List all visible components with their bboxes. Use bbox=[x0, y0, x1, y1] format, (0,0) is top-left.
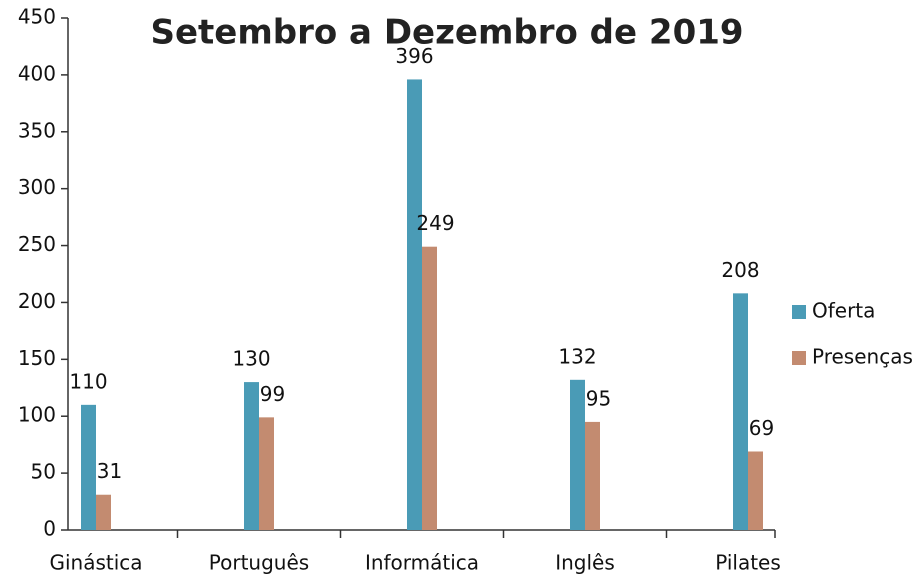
bar bbox=[81, 404, 96, 530]
data-label: 99 bbox=[260, 382, 285, 406]
data-label: 249 bbox=[416, 211, 454, 235]
y-tick-label: 350 bbox=[18, 118, 56, 142]
data-label: 31 bbox=[97, 459, 122, 483]
data-label: 396 bbox=[395, 44, 433, 68]
data-label: 69 bbox=[749, 416, 774, 440]
data-label: 95 bbox=[586, 386, 611, 410]
y-tick-label: 50 bbox=[31, 460, 56, 484]
data-label: 208 bbox=[721, 258, 759, 282]
x-tick-label: Pilates bbox=[715, 551, 781, 575]
y-tick-label: 100 bbox=[18, 403, 56, 427]
y-tick-label: 200 bbox=[18, 289, 56, 313]
bar bbox=[244, 382, 259, 530]
y-tick-label: 400 bbox=[18, 61, 56, 85]
y-tick-label: 250 bbox=[18, 232, 56, 256]
y-tick-label: 0 bbox=[43, 517, 56, 541]
legend-label: Presenças bbox=[812, 345, 913, 369]
bar bbox=[733, 293, 748, 530]
y-tick-label: 300 bbox=[18, 175, 56, 199]
bar bbox=[570, 379, 585, 530]
data-label: 132 bbox=[558, 344, 596, 368]
bar bbox=[422, 246, 437, 530]
legend-swatch bbox=[792, 305, 806, 319]
y-tick-label: 150 bbox=[18, 346, 56, 370]
legend-swatch bbox=[792, 351, 806, 365]
y-tick-label: 450 bbox=[18, 5, 56, 29]
x-tick-label: Português bbox=[209, 551, 309, 575]
bar bbox=[585, 421, 600, 530]
bar bbox=[407, 79, 422, 530]
data-label: 110 bbox=[69, 369, 107, 393]
bar bbox=[96, 494, 111, 530]
x-tick-label: Inglês bbox=[555, 551, 615, 575]
bar bbox=[259, 417, 274, 530]
chart-title: Setembro a Dezembro de 2019 bbox=[150, 13, 743, 53]
x-tick-label: Informática bbox=[365, 551, 479, 575]
x-tick-label: Ginástica bbox=[49, 551, 142, 575]
bar bbox=[748, 451, 763, 530]
legend-label: Oferta bbox=[812, 299, 875, 323]
data-label: 130 bbox=[232, 347, 270, 371]
